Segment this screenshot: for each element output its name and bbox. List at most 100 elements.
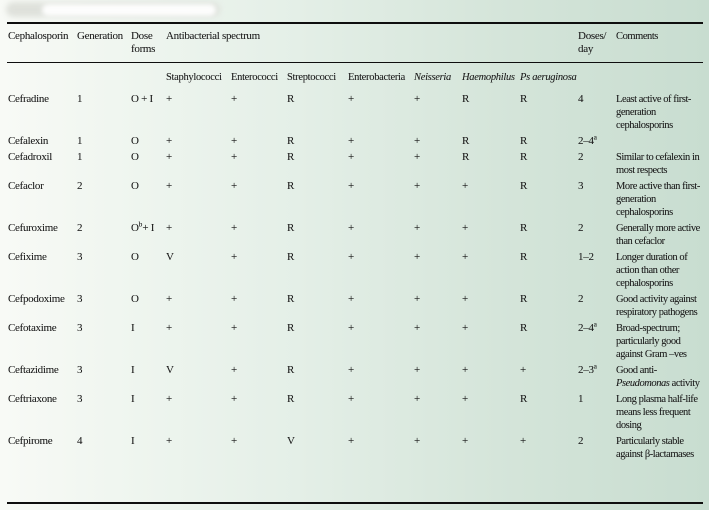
spectrum-cell-6: R: [520, 179, 528, 192]
spectrum-cell-4: +: [414, 92, 420, 105]
table-row: Cefpodoxime 3 O + + R + + + R 2 Good activity again…: [8, 291, 702, 320]
spectrum-cell-1: +: [231, 179, 237, 192]
spectrum-cell-5: +: [462, 250, 468, 263]
cephalosporin-table: Cephalosporin Generation Dose forms Anti…: [8, 27, 702, 462]
spectrum-cell-0: +: [166, 221, 172, 234]
table-row: Cefradine 1 O + I + + R + + R R 4 Least active of f…: [8, 91, 702, 133]
spectrum-cell-1: +: [231, 363, 237, 376]
table-header-rule: [7, 62, 703, 63]
table-row: Cefpirome 4 I + + V + + + +2 Particularly stable a…: [8, 433, 702, 462]
spectrum-cell-2: R: [287, 363, 295, 376]
header-dose-forms: Dose forms: [131, 30, 156, 55]
doses-per-day-cell: 4: [578, 92, 584, 105]
spectrum-cell-1: +: [231, 134, 237, 147]
generation-cell: 1: [77, 150, 83, 163]
spectrum-cell-0: +: [166, 434, 172, 447]
subheader-neisseria: Neisseria: [414, 72, 451, 83]
comment-cell: Broad-spectrum; particularly good agains…: [616, 322, 687, 360]
spectrum-cell-1: +: [231, 250, 237, 263]
scan-smudge-artifact-highlight: [42, 4, 216, 16]
drug-name-cell: Ceftazidime: [8, 363, 59, 376]
doses-per-day-cell: 3: [578, 179, 584, 192]
spectrum-cell-1: +: [231, 150, 237, 163]
spectrum-cell-2: R: [287, 92, 295, 105]
doses-per-day-cell: 2: [578, 150, 584, 163]
drug-name-cell: Ceftriaxone: [8, 392, 57, 405]
dose-forms-cell: O: [131, 292, 139, 305]
doses-per-day-cell: 1–2: [578, 250, 594, 263]
table-row: Cefuroxime 2 Ob+ I + + R + + + R 2 Generally more a…: [8, 220, 702, 249]
drug-name-cell: Cefpirome: [8, 434, 53, 447]
spectrum-cell-0: V: [166, 250, 174, 263]
spectrum-cell-6: R: [520, 221, 528, 234]
spectrum-cell-4: +: [414, 392, 420, 405]
spectrum-cell-0: +: [166, 321, 172, 334]
spectrum-cell-5: +: [462, 363, 468, 376]
spectrum-cell-5: +: [462, 392, 468, 405]
generation-cell: 4: [77, 434, 83, 447]
drug-name-cell: Cefpodoxime: [8, 292, 65, 305]
dose-forms-cell: O: [131, 134, 139, 147]
spectrum-cell-6: R: [520, 92, 528, 105]
generation-cell: 3: [77, 250, 83, 263]
spectrum-cell-6: +: [520, 434, 526, 447]
generation-cell: 1: [77, 92, 83, 105]
subheader-enterococci: Enterococci: [231, 72, 278, 83]
table-body: Cefradine 1 O + I + + R + + R R 4 Least active of f…: [8, 91, 702, 462]
spectrum-cell-5: R: [462, 150, 470, 163]
spectrum-cell-2: V: [287, 434, 295, 447]
table-row: Cefalexin 1 O + + R + + R R 2–4a: [8, 133, 702, 149]
spectrum-cell-6: R: [520, 321, 528, 334]
subheader-enterobacteria: Enterobacteria: [348, 72, 406, 83]
dose-forms-cell: O: [131, 150, 139, 163]
dose-forms-cell: I: [131, 434, 135, 447]
drug-name-cell: Cefalexin: [8, 134, 49, 147]
drug-name-cell: Cefotaxime: [8, 321, 57, 334]
spectrum-cell-4: +: [414, 434, 420, 447]
table-header-row: Cephalosporin Generation Dose forms Anti…: [8, 27, 702, 62]
subheader-staphylococci: Staphylococci: [166, 72, 222, 83]
spectrum-cell-6: R: [520, 250, 528, 263]
comment-cell: Generally more active than cefaclor: [616, 222, 700, 247]
drug-name-cell: Cefixime: [8, 250, 47, 263]
comment-cell: More active than first-generation cephal…: [616, 180, 700, 218]
spectrum-cell-1: +: [231, 434, 237, 447]
generation-cell: 3: [77, 292, 83, 305]
spectrum-cell-4: +: [414, 221, 420, 234]
drug-name-cell: Cefaclor: [8, 179, 44, 192]
table-row: Cefaclor 2 O + + R + + + R 3 More active than first…: [8, 178, 702, 220]
spectrum-cell-0: V: [166, 363, 174, 376]
generation-cell: 2: [77, 221, 83, 234]
spectrum-cell-6: R: [520, 150, 528, 163]
spectrum-cell-1: +: [231, 321, 237, 334]
spectrum-cell-6: R: [520, 134, 528, 147]
table-row: Cefixime 3 O V + R + + + R 1–2 Longer duration of a…: [8, 249, 702, 291]
spectrum-cell-3: +: [348, 134, 354, 147]
doses-per-day-cell: 1: [578, 392, 584, 405]
dose-forms-cell: O: [131, 250, 139, 263]
dose-forms-cell: O + I: [131, 92, 153, 105]
comment-cell: Longer duration of action than other cep…: [616, 251, 688, 289]
spectrum-cell-3: +: [348, 150, 354, 163]
dose-forms-cell: O: [131, 179, 139, 192]
generation-cell: 1: [77, 134, 83, 147]
spectrum-cell-2: R: [287, 250, 295, 263]
spectrum-cell-6: R: [520, 392, 528, 405]
generation-cell: 3: [77, 363, 83, 376]
spectrum-cell-2: R: [287, 321, 295, 334]
comment-cell: Least active of first-generation cephalo…: [616, 93, 691, 131]
drug-name-cell: Cefadroxil: [8, 150, 53, 163]
comment-cell: Good activity against respiratory pathog…: [616, 293, 698, 318]
header-cephalosporin: Cephalosporin: [8, 30, 69, 42]
spectrum-cell-5: R: [462, 92, 470, 105]
spectrum-cell-2: R: [287, 150, 295, 163]
spectrum-cell-5: +: [462, 321, 468, 334]
spectrum-cell-1: +: [231, 92, 237, 105]
spectrum-cell-5: +: [462, 221, 468, 234]
spectrum-cell-3: +: [348, 221, 354, 234]
spectrum-cell-2: R: [287, 392, 295, 405]
doses-per-day-cell: 2: [578, 292, 584, 305]
generation-cell: 3: [77, 392, 83, 405]
header-comments: Comments: [616, 31, 658, 42]
comment-cell: Particularly stable against β-lactamases: [616, 435, 694, 460]
